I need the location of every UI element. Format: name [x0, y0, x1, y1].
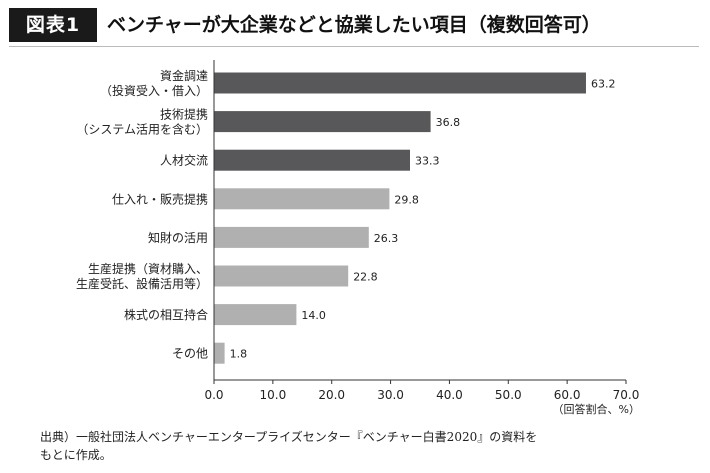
bar-value-label-3: 29.8 [394, 193, 419, 206]
bar-value-label-6: 14.0 [301, 309, 326, 322]
x-tick-label-3: 30.0 [377, 388, 404, 402]
x-tick-label-6: 60.0 [554, 388, 581, 402]
header-divider [9, 46, 699, 47]
category-label-7-0: その他 [172, 347, 208, 361]
bar-2 [214, 149, 410, 171]
bar-value-label-7: 1.8 [230, 348, 248, 361]
figure-header: 図表1 ベンチャーが大企業などと協業したい項目（複数回答可） [9, 8, 699, 42]
x-tick-label-2: 20.0 [318, 388, 345, 402]
category-label-1-0: 技術提携 [160, 107, 208, 122]
bar-6 [214, 304, 297, 326]
bar-0 [214, 72, 586, 94]
x-tick-label-4: 40.0 [436, 388, 463, 402]
bar-value-label-2: 33.3 [415, 155, 440, 168]
bar-7 [214, 342, 225, 364]
category-label-4-0: 知財の活用 [148, 230, 208, 245]
figure-label-badge: 図表1 [9, 8, 97, 42]
x-tick-label-1: 10.0 [259, 388, 286, 402]
bar-value-label-5: 22.8 [353, 271, 378, 284]
bar-1 [214, 111, 431, 133]
bar-chart: 63.2 資金調達（投資受入・借入） 36.8 技術提携（システム活用を含む） 33.3… [76, 60, 640, 416]
x-tick-label-5: 50.0 [495, 388, 522, 402]
x-axis-unit-label: （回答割合、%） [553, 402, 640, 416]
category-label-2-0: 人材交流 [160, 153, 208, 168]
footnote-line-1: 出典）一般社団法人ベンチャーエンタープライズセンター『ベンチャー白書2020』の… [40, 430, 538, 444]
x-tick-label-7: 70.0 [613, 388, 640, 402]
figure-title: ベンチャーが大企業などと協業したい項目（複数回答可） [107, 14, 601, 36]
x-tick-label-0: 0.0 [204, 388, 223, 402]
bar-value-label-1: 36.8 [436, 116, 461, 129]
bar-5 [214, 265, 349, 287]
bar-3 [214, 188, 390, 210]
category-label-0-0: 資金調達 [160, 68, 208, 83]
category-label-3-0: 仕入れ・販売提携 [112, 191, 208, 206]
category-label-1-1: （システム活用を含む） [76, 122, 208, 137]
bar-4 [214, 226, 369, 248]
bar-value-label-0: 63.2 [591, 78, 616, 91]
category-label-0-1: （投資受入・借入） [100, 83, 208, 98]
footnote-line-2: もとに作成。 [40, 448, 112, 462]
category-label-5-1: 生産受託、設備活用等） [76, 276, 208, 291]
category-label-5-0: 生産提携（資材購入、 [88, 261, 208, 276]
category-label-6-0: 株式の相互持合 [124, 307, 208, 322]
source-footnote: 出典）一般社団法人ベンチャーエンタープライズセンター『ベンチャー白書2020』の… [40, 428, 680, 464]
bar-value-label-4: 26.3 [374, 232, 399, 245]
